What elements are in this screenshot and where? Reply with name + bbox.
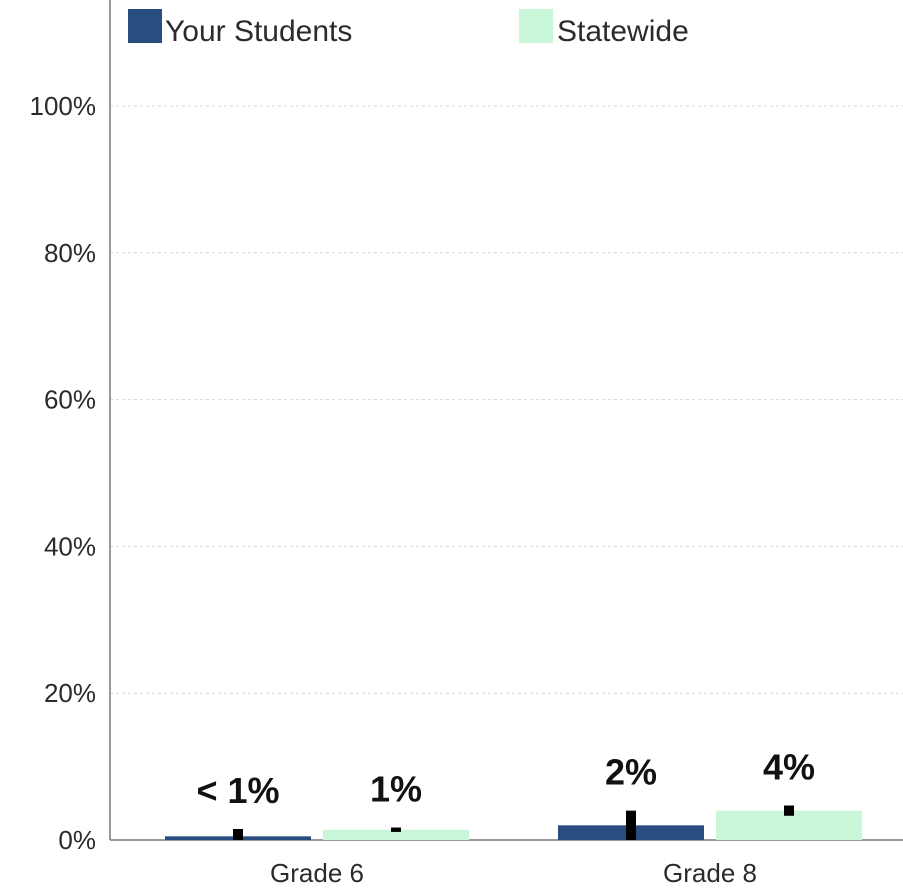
legend-label: Statewide	[557, 15, 689, 48]
data-label: 4%	[763, 747, 815, 788]
y-tick-label: 20%	[44, 678, 96, 708]
data-label: 1%	[370, 769, 422, 810]
data-label: < 1%	[196, 770, 279, 811]
error-bar	[233, 828, 243, 840]
legend-swatch	[128, 9, 162, 43]
y-tick-label: 40%	[44, 531, 96, 561]
data-label: 2%	[605, 752, 657, 793]
y-tick-label: 80%	[44, 238, 96, 268]
y-tick-label: 100%	[30, 91, 97, 121]
legend-label: Your Students	[165, 15, 352, 48]
y-tick-label: 0%	[58, 825, 96, 855]
error-bar	[626, 810, 636, 840]
error-bar	[784, 805, 794, 816]
legend-swatch	[519, 9, 553, 43]
x-category-label: Grade 8	[663, 858, 757, 888]
bar-statewide	[323, 829, 469, 840]
y-tick-label: 60%	[44, 385, 96, 415]
error-bar	[391, 827, 401, 832]
x-category-label: Grade 6	[270, 858, 364, 888]
